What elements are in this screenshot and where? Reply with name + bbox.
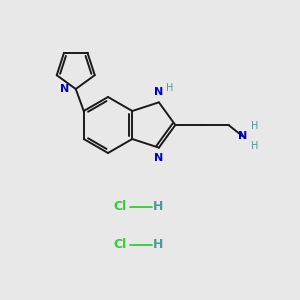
Text: N: N bbox=[59, 84, 69, 94]
Text: N: N bbox=[238, 131, 247, 141]
Text: Cl: Cl bbox=[113, 200, 127, 214]
Text: N: N bbox=[154, 87, 164, 97]
Text: Cl: Cl bbox=[113, 238, 127, 251]
Text: H: H bbox=[250, 141, 258, 151]
Text: H: H bbox=[153, 238, 163, 251]
Text: H: H bbox=[250, 121, 258, 131]
Text: N: N bbox=[154, 153, 164, 163]
Text: H: H bbox=[166, 83, 173, 93]
Text: H: H bbox=[153, 200, 163, 214]
